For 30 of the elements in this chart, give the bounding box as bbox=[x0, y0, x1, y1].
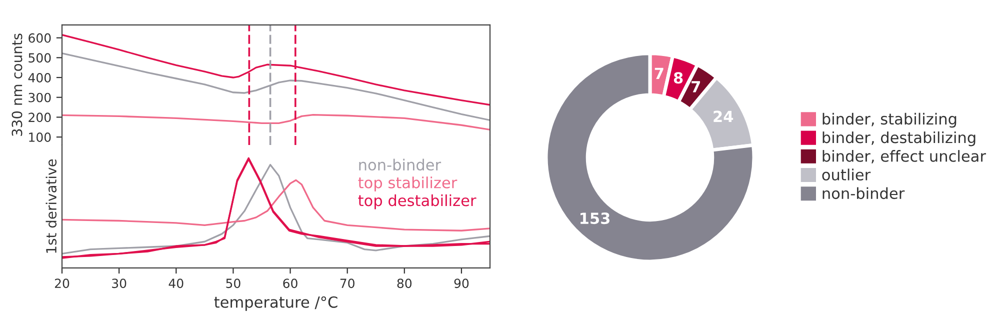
y-axis-title: 1st derivative bbox=[46, 159, 57, 253]
y-axis-title: 330 nm counts bbox=[12, 34, 22, 136]
x-axis-title: temperature /°C bbox=[214, 296, 338, 311]
y-tick-label: 100 bbox=[29, 132, 51, 142]
y-tick-label: 200 bbox=[28, 112, 51, 122]
legend-label: binder, stabilizing bbox=[822, 112, 956, 128]
legend-label: outlier bbox=[822, 168, 871, 180]
x-tick-label: 50 bbox=[226, 278, 240, 288]
data-label: 7 bbox=[692, 81, 700, 92]
data-label: 8 bbox=[674, 72, 683, 84]
text: top destabilizer bbox=[358, 194, 476, 210]
y-tick-label: 500 bbox=[28, 53, 51, 63]
legend-label: non-binder bbox=[822, 187, 905, 200]
legend-label: binder, destabilizing bbox=[822, 131, 976, 146]
data-label: 24 bbox=[714, 110, 734, 122]
x-tick-label: 40 bbox=[168, 278, 184, 288]
y-tick-label: 300 bbox=[28, 92, 51, 102]
data-label: 7 bbox=[654, 68, 664, 79]
text: non-binder bbox=[359, 158, 442, 171]
x-tick-label: 90 bbox=[454, 278, 469, 288]
legend-label: binder, effect unclear bbox=[822, 150, 986, 164]
x-tick-label: 60 bbox=[283, 278, 298, 288]
x-tick-label: 80 bbox=[397, 278, 412, 288]
x-tick-label: 70 bbox=[340, 278, 354, 288]
data-label: 153 bbox=[580, 212, 610, 224]
x-tick-label: 30 bbox=[112, 278, 126, 288]
x-tick-label: 20 bbox=[54, 278, 70, 288]
text: top stabilizer bbox=[358, 176, 458, 192]
y-tick-label: 400 bbox=[28, 72, 51, 82]
y-tick-label: 600 bbox=[28, 33, 51, 43]
